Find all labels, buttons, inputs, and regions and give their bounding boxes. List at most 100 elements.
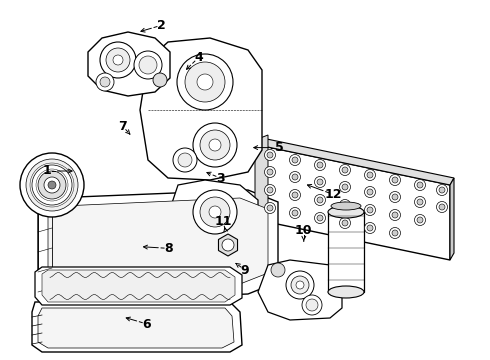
Text: 3: 3 (216, 172, 225, 185)
Circle shape (139, 56, 157, 74)
Circle shape (392, 212, 398, 218)
Text: 1: 1 (42, 165, 51, 177)
Circle shape (96, 73, 114, 91)
Circle shape (134, 51, 162, 79)
Polygon shape (32, 302, 242, 352)
Ellipse shape (328, 206, 364, 218)
Circle shape (340, 181, 350, 193)
Circle shape (390, 192, 400, 202)
Circle shape (153, 73, 167, 87)
Circle shape (342, 184, 348, 190)
Circle shape (173, 148, 197, 172)
Text: 5: 5 (275, 141, 284, 154)
Polygon shape (328, 212, 364, 292)
Circle shape (292, 192, 298, 198)
Polygon shape (168, 180, 258, 245)
Circle shape (315, 194, 325, 206)
Ellipse shape (328, 286, 364, 298)
Circle shape (437, 202, 447, 212)
Circle shape (271, 263, 285, 277)
Circle shape (417, 199, 423, 205)
Circle shape (209, 206, 221, 218)
Circle shape (292, 174, 298, 180)
Circle shape (197, 74, 213, 90)
Circle shape (32, 165, 72, 205)
Circle shape (177, 54, 233, 110)
Circle shape (367, 225, 373, 231)
Polygon shape (42, 270, 235, 302)
Circle shape (317, 197, 323, 203)
Circle shape (340, 199, 350, 211)
Circle shape (390, 175, 400, 185)
Circle shape (292, 157, 298, 163)
Polygon shape (35, 267, 242, 305)
Polygon shape (88, 32, 170, 96)
Circle shape (392, 177, 398, 183)
Polygon shape (140, 38, 262, 180)
Polygon shape (450, 178, 454, 260)
Text: 6: 6 (143, 318, 151, 330)
Circle shape (100, 42, 136, 78)
Circle shape (437, 184, 447, 195)
Circle shape (193, 123, 237, 167)
Circle shape (390, 210, 400, 220)
Polygon shape (48, 198, 268, 292)
Circle shape (290, 207, 300, 219)
Circle shape (267, 152, 273, 158)
Circle shape (439, 204, 445, 210)
Circle shape (415, 215, 425, 225)
Circle shape (367, 172, 373, 178)
Circle shape (367, 207, 373, 213)
Circle shape (267, 205, 273, 211)
Circle shape (340, 165, 350, 175)
Circle shape (392, 230, 398, 236)
Circle shape (302, 295, 322, 315)
Text: 11: 11 (214, 215, 232, 228)
Text: 8: 8 (165, 242, 173, 255)
Polygon shape (258, 260, 342, 320)
Circle shape (296, 281, 304, 289)
Circle shape (365, 186, 375, 198)
Ellipse shape (331, 202, 361, 210)
Circle shape (290, 171, 300, 183)
Circle shape (317, 215, 323, 221)
Circle shape (392, 194, 398, 200)
Circle shape (20, 153, 84, 217)
Circle shape (365, 204, 375, 216)
Circle shape (106, 48, 130, 72)
Circle shape (390, 228, 400, 238)
Circle shape (417, 217, 423, 223)
Circle shape (415, 180, 425, 190)
Circle shape (200, 197, 230, 227)
Circle shape (317, 162, 323, 168)
Circle shape (317, 179, 323, 185)
Circle shape (415, 197, 425, 207)
Circle shape (315, 159, 325, 171)
Circle shape (417, 182, 423, 188)
Circle shape (265, 149, 275, 161)
Circle shape (292, 210, 298, 216)
Circle shape (209, 139, 221, 151)
Circle shape (315, 212, 325, 224)
Text: 12: 12 (324, 188, 342, 201)
Circle shape (200, 130, 230, 160)
Circle shape (306, 299, 318, 311)
Circle shape (315, 176, 325, 188)
Text: 7: 7 (118, 120, 127, 132)
Circle shape (286, 271, 314, 299)
Circle shape (439, 187, 445, 193)
Circle shape (38, 171, 66, 199)
Circle shape (290, 189, 300, 201)
Circle shape (26, 159, 78, 211)
Circle shape (290, 154, 300, 166)
Circle shape (185, 62, 225, 102)
Circle shape (193, 190, 237, 234)
Text: 4: 4 (194, 51, 203, 64)
Circle shape (342, 167, 348, 173)
Circle shape (291, 276, 309, 294)
Text: 2: 2 (157, 19, 166, 32)
Circle shape (48, 181, 56, 189)
Polygon shape (38, 308, 234, 348)
Circle shape (340, 217, 350, 229)
Circle shape (265, 166, 275, 177)
